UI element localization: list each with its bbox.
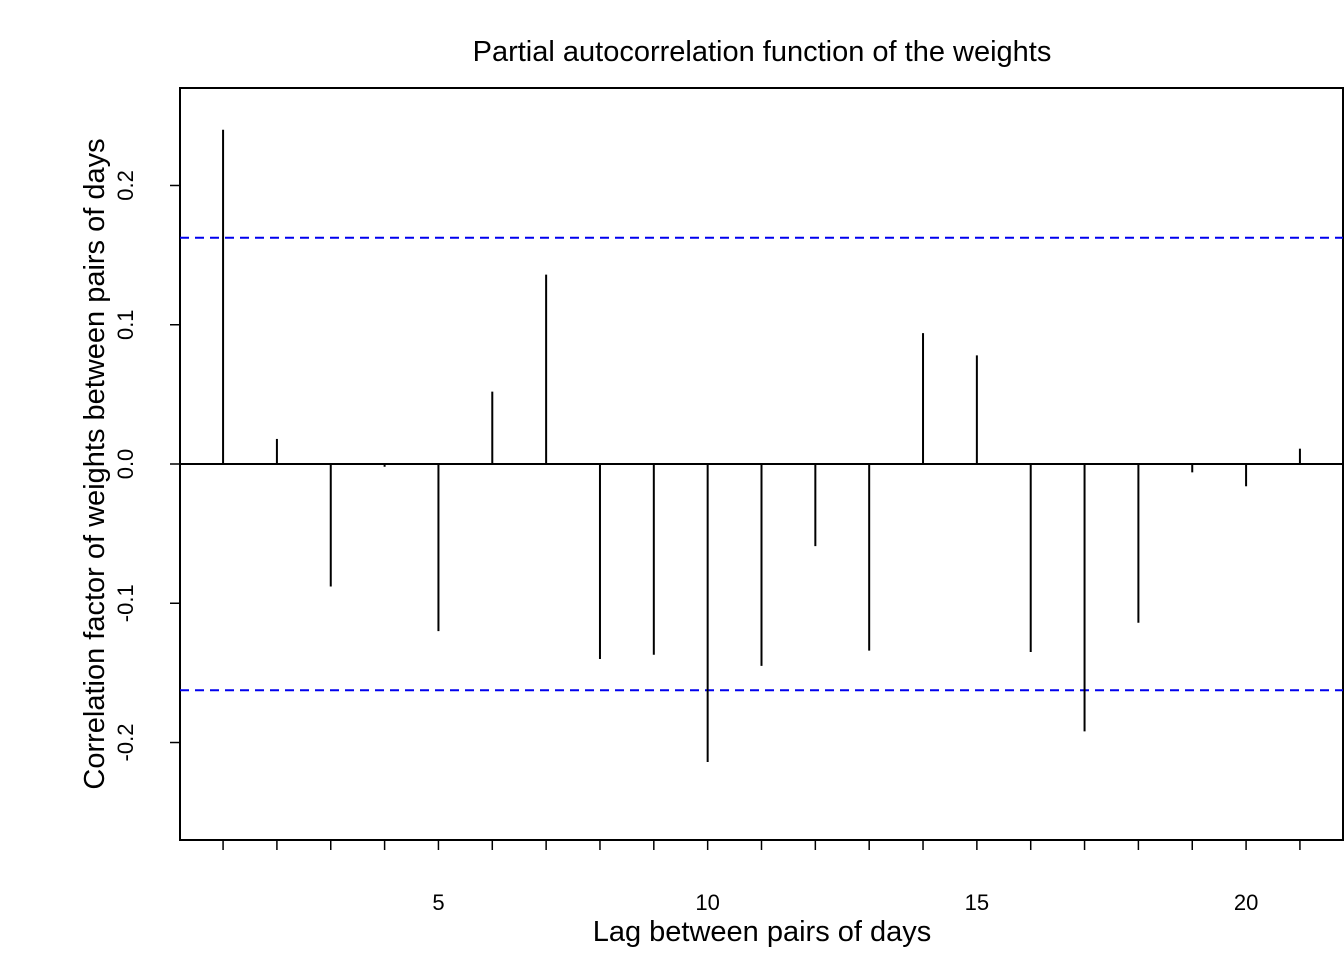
x-tick-label-15: 15 — [965, 890, 989, 915]
x-tick-label-5: 5 — [432, 890, 444, 915]
y-axis: -0.2 -0.1 0.0 0.1 0.2 — [113, 170, 180, 761]
y-tick-label-0.1: 0.1 — [113, 309, 138, 340]
y-tick-label-0.2: 0.2 — [113, 170, 138, 201]
pacf-bars — [222, 129, 1301, 763]
y-tick-label--0.1: -0.1 — [113, 584, 138, 622]
x-axis-label: Lag between pairs of days — [593, 916, 932, 948]
x-tick-label-10: 10 — [695, 890, 719, 915]
y-axis-label: Correlation factor of weights between pa… — [79, 138, 111, 789]
x-axis: 5 10 15 20 — [222, 839, 1301, 915]
chart-title: Partial autocorrelation function of the … — [473, 36, 1052, 68]
x-tick-label-20: 20 — [1234, 890, 1258, 915]
y-tick-label--0.2: -0.2 — [113, 724, 138, 762]
y-tick-label-0.0: 0.0 — [113, 449, 138, 480]
